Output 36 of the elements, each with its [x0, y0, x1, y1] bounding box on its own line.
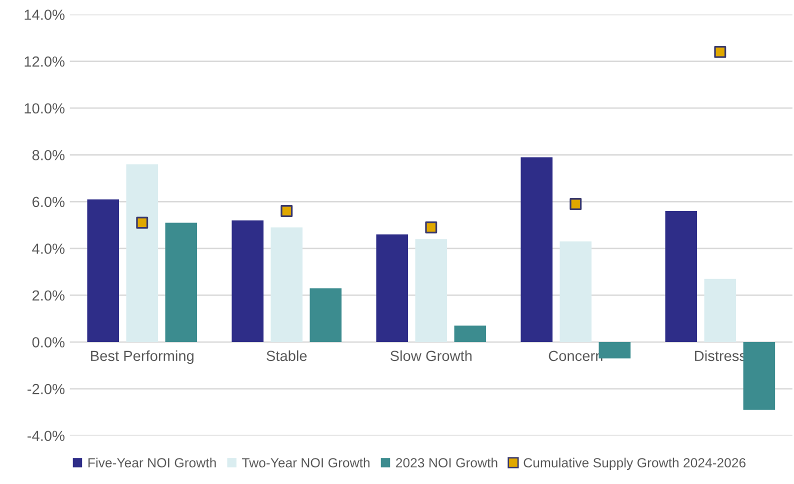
bar: [310, 288, 342, 342]
bar: [743, 342, 776, 410]
y-tick-label: 14.0%: [24, 10, 64, 20]
point: [714, 46, 726, 58]
x-tick-label: Stable: [266, 350, 307, 362]
legend-label: 2023 NOI Growth: [396, 458, 498, 468]
bar: [126, 164, 158, 342]
bar: [560, 241, 592, 342]
point: [570, 198, 582, 210]
bar: [232, 220, 264, 342]
y-tick-label: 6.0%: [32, 196, 64, 208]
legend-label: Five-Year NOI Growth: [88, 458, 216, 468]
bar: [454, 326, 486, 342]
y-tick-label: 2.0%: [32, 290, 64, 301]
point: [280, 205, 293, 218]
legend-label: Two-Year NOI Growth: [242, 458, 370, 468]
x-tick-label: Slow Growth: [390, 350, 472, 362]
bar: [520, 157, 553, 342]
y-tick-label: 12.0%: [24, 56, 64, 67]
y-tick-label: -2.0%: [28, 384, 64, 394]
bar: [165, 222, 198, 342]
y-tick-label: -4.0%: [28, 430, 64, 442]
bar: [270, 227, 303, 342]
point: [136, 216, 148, 229]
bar: [415, 239, 448, 342]
point: [425, 221, 438, 234]
x-tick-label: Best Performing: [91, 350, 194, 364]
y-tick-label: 0.0%: [32, 337, 64, 348]
bar: [87, 199, 120, 342]
y-tick-label: 8.0%: [32, 150, 64, 160]
y-tick-label: 4.0%: [32, 244, 64, 254]
bar: [376, 234, 408, 342]
y-tick-label: 10.0%: [24, 103, 64, 114]
legend-label: Cumulative Supply Growth 2024-2026: [524, 458, 746, 470]
bar: [665, 211, 698, 342]
bar: [704, 278, 736, 342]
